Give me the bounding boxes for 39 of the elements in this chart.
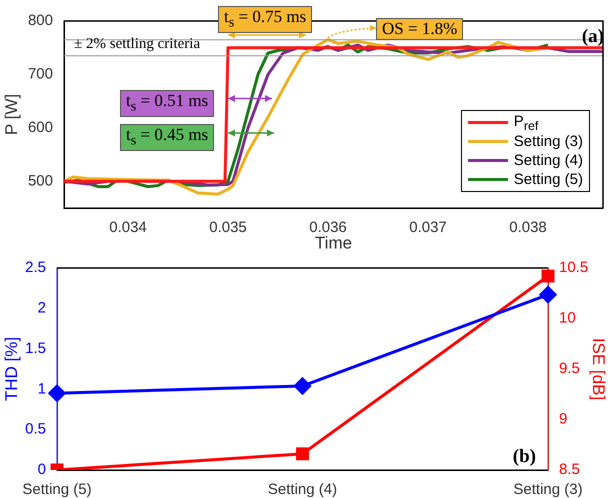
y-axis-title: P [W] [2,94,21,136]
y2-tick-label: 10 [559,310,576,327]
x-tick-label: Setting (4) [268,481,338,498]
y-tick-label: 2.5 [25,259,46,276]
x-tick-label: Setting (3) [513,481,583,498]
x-tick-label: 0.037 [409,219,447,236]
annotation: t$_{s}$ = 0.51 ms [120,90,214,118]
legend-label: Setting (5) [514,171,583,188]
y2-tick-label: 9.5 [559,360,580,378]
x-tick-label: 0.038 [509,219,547,236]
y2-axis-title: ISE [dB] [589,338,608,400]
y2-tick-label: 10.5 [559,259,588,276]
x-tick-label: Setting (5) [22,481,92,498]
annotation: t$_{s}$ = 0.45 ms [120,124,214,152]
x-tick-label: 0.034 [109,219,147,236]
y-axis-title: THD [%] [2,336,21,402]
y-tick-label: 1 [38,380,46,398]
annotation: t$_{s}$ = 0.75 ms [218,6,312,34]
point [294,377,311,394]
y2-tick-label: 9 [559,410,568,428]
point [48,384,66,402]
legend-label: Setting (3) [514,133,583,150]
annotation: OS = 1.8% [376,18,464,40]
legend-label: P$_{ref}$ [514,112,538,132]
annotation: (a) [582,26,604,48]
x-tick-label: 0.035 [209,219,247,236]
legend-label: Setting (4) [514,152,583,169]
y-tick-label: 800 [28,12,53,30]
annotation: ± 2% settling criteria [74,36,200,53]
annotation: (b) [512,446,536,468]
y-tick-label: 0 [38,461,46,478]
point [540,286,556,304]
y-tick-label: 2 [38,300,46,317]
y-tick-label: 1.5 [25,340,46,357]
y-tick-label: 500 [28,172,53,190]
y2-tick-label: 8.5 [559,461,580,478]
y-tick-label: 600 [28,119,53,136]
y-tick-label: 0.5 [25,420,46,438]
y-tick-label: 700 [28,66,53,83]
